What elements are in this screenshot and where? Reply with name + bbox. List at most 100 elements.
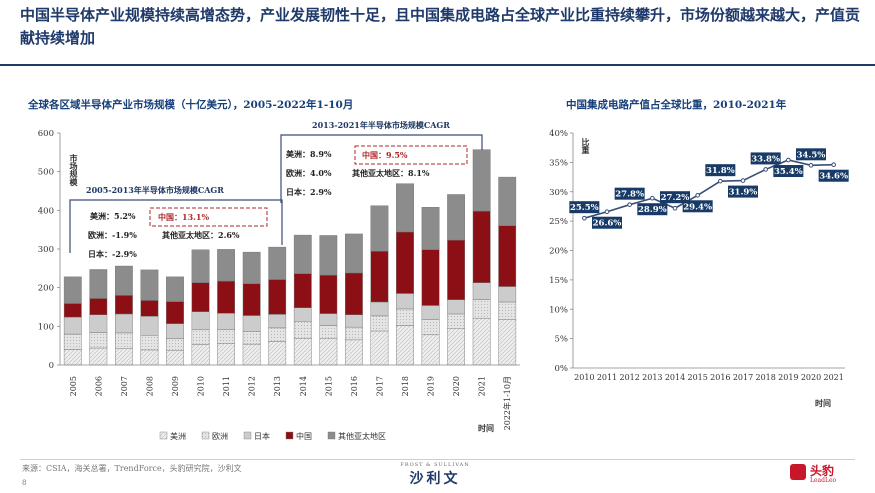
bar-segment: [89, 298, 108, 315]
cagr1-japan: 日本：-2.9%: [88, 249, 137, 259]
bar-segment: [447, 313, 465, 329]
cagr1-china-box: [149, 207, 268, 227]
bar-segment: [268, 246, 287, 280]
bar-segment: [396, 183, 414, 233]
line-xtick-label: 2016: [710, 373, 730, 382]
bar-legend: 美洲 欧洲 日本 中国 其他亚太地区: [159, 431, 386, 441]
bar-xtick-label: 2014: [299, 376, 308, 396]
line-point: [763, 167, 768, 172]
line-xtick-label: 2017: [733, 373, 753, 382]
bar-segment: [63, 276, 82, 304]
bar-ytick-label: 400: [38, 206, 54, 216]
line-data-label-bg: [682, 200, 713, 213]
bar-segment: [447, 239, 465, 300]
bar-segment: [498, 319, 517, 366]
bar-segment: [242, 251, 261, 285]
line-data-label-bg: [773, 165, 804, 178]
bar-segment: [498, 176, 517, 227]
cagr1-bracket: [69, 199, 283, 253]
bar-xtick-label: 2011: [222, 376, 231, 396]
bar-segment: [472, 282, 491, 300]
bar-segment: [421, 319, 440, 336]
bar-segment: [140, 335, 159, 351]
bar-xtick-label: 2018: [401, 376, 410, 396]
bar-xtick-label: 2012: [248, 376, 257, 396]
bar-segment: [63, 349, 82, 366]
line-data-label: 27.8%: [615, 190, 644, 200]
line-xtick-label: 2021: [823, 373, 843, 382]
bar-xtick-label: 2007: [120, 376, 129, 396]
leopard-icon: [790, 464, 806, 480]
logo-name: 头豹: [810, 464, 835, 478]
line-xtick-label: 2011: [597, 373, 617, 382]
bar-xtick-label: 2020: [452, 376, 461, 396]
line-xtick-label: 2018: [755, 373, 775, 382]
source-note: 来源：CSIA，海关总署，TrendForce，头豹研究院，沙利文: [22, 464, 242, 473]
bar-segment: [421, 334, 440, 366]
bar-segment: [498, 286, 517, 303]
line-xtick-label: 2015: [687, 373, 707, 382]
line-point: [718, 178, 723, 184]
bar-segment: [140, 269, 159, 301]
bar-xtick-label: 2013: [273, 376, 282, 396]
line-xtick-label: 2010: [574, 373, 594, 382]
legend-swatch: [243, 431, 252, 440]
bar-segment: [370, 301, 389, 317]
line-point: [740, 178, 746, 183]
line-ytick-label: 30%: [549, 188, 568, 198]
bar-segment: [268, 314, 287, 329]
cagr2-bracket: [280, 134, 483, 203]
bar-segment: [268, 279, 287, 315]
bar-segment: [396, 231, 414, 294]
line-data-label: 35.4%: [774, 167, 803, 177]
line-ytick-label: 25%: [549, 217, 568, 227]
bar-segment: [447, 194, 465, 241]
legend-swatch: [159, 431, 168, 440]
bar-segment: [472, 299, 491, 319]
line-data-label: 31.9%: [729, 188, 758, 198]
bar-ytick-label: 100: [38, 322, 54, 332]
bar-segment: [293, 307, 312, 322]
line-data-label: 34.6%: [819, 172, 848, 182]
bar-ylabel: 市场规模: [68, 153, 79, 187]
right-chart-title: 中国集成电路产值占全球比重，2010-2021年: [566, 99, 787, 111]
bar-segment: [114, 313, 133, 334]
page-number: 8: [22, 479, 27, 487]
bar-segment: [242, 283, 261, 316]
line-point: [786, 157, 791, 163]
bar-segment: [217, 280, 236, 314]
legend-label: 美洲: [170, 431, 186, 441]
line-ytick-label: 20%: [549, 247, 568, 257]
line-point: [604, 209, 610, 215]
bar-segment: [166, 276, 184, 302]
bar-segment: [370, 205, 389, 252]
header-divider: [0, 64, 875, 66]
legend-swatch: [327, 431, 336, 440]
cagr2-title: 2013-2021年半导体市场规模CAGR: [312, 120, 450, 130]
bar-ytick-label: 600: [38, 129, 54, 139]
legend-label: 日本: [254, 431, 270, 441]
line-ytick-label: 15%: [549, 276, 568, 286]
leadleo-logo: 头豹 LeadLeo: [790, 462, 850, 488]
bar-segment: [447, 299, 465, 315]
bar-segment: [89, 314, 108, 333]
cagr2-china-box: [354, 145, 468, 165]
bar-segment: [293, 338, 312, 366]
line-xtick-label: 2013: [642, 373, 662, 382]
bar-segment: [191, 282, 210, 312]
cagr1-china: 中国：13.1%: [158, 212, 209, 222]
bar-segment: [217, 312, 236, 330]
line-data-label-bg: [818, 169, 849, 182]
bar-segment: [191, 344, 210, 366]
bar-segment: [242, 315, 261, 332]
bar-segment: [345, 233, 363, 274]
legend-swatch: [201, 431, 210, 440]
line-ytick-label: 5%: [555, 335, 569, 345]
left-chart-title: 全球各区域半导体产业市场规模（十亿美元），2005-2022年1-10月: [28, 99, 354, 111]
bar-segment: [268, 327, 287, 342]
bar-segment: [319, 275, 338, 314]
bar-xtick-label: 2019: [427, 376, 436, 396]
line-ytick-label: 35%: [549, 158, 568, 168]
bar-ytick-label: 300: [38, 245, 54, 255]
line-data-label: 31.8%: [706, 166, 735, 176]
